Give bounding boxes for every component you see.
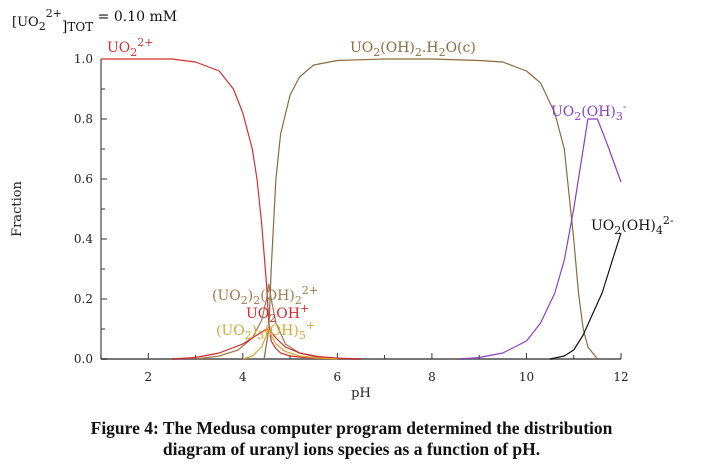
species-label-part: .H — [422, 40, 439, 56]
species-label-part: (OH) — [260, 288, 295, 304]
species-label-part: 2 — [241, 294, 248, 307]
species-label-uo2-oh-2-h2o-c-: UO2(OH)2.H2O(c) — [350, 40, 476, 59]
x-axis-title: pH — [351, 386, 371, 401]
species-label-part: (OH) — [380, 40, 415, 56]
species-label-part: 2 — [574, 110, 581, 123]
series-line-uo2-oh-2-h2o-c- — [263, 58, 598, 360]
species-label-part: (UO — [212, 288, 241, 304]
y-tick-label: 0.6 — [74, 172, 93, 186]
species-label--uo2-2-oh-2-2-: (UO2)2(OH)22+ — [212, 284, 318, 307]
figure-caption: Figure 4: The Medusa computer program de… — [0, 418, 703, 460]
species-labels: UO22+ UO2(OH)2.H2O(c)UO2(OH)3-UO2(OH)42-(… — [107, 36, 674, 342]
species-label-uo2-2-: UO22+ — [107, 36, 154, 59]
caption-line-1: Figure 4: The Medusa computer program de… — [90, 418, 613, 438]
species-label-part: 2 — [373, 46, 380, 59]
series-line-uo2-oh-4-2- — [549, 232, 622, 360]
species-label-part: UO — [246, 306, 269, 322]
species-label-part: + — [300, 302, 309, 315]
concentration-label-part: 2 — [39, 20, 46, 33]
series-line-uo2-2- — [101, 58, 338, 360]
concentration-label-part: [UO — [12, 15, 39, 30]
species-label-part: ) — [248, 288, 253, 304]
species-label-part: 2 — [295, 294, 302, 307]
concentration-annotation: [UO22+]TOT = 0.10 mM — [12, 7, 177, 35]
species-label-part: UO — [107, 40, 130, 56]
species-label-part: ) — [252, 323, 257, 339]
species-label-uo2oh-: UO2OH+ — [246, 302, 309, 325]
species-label-part: 2 — [253, 294, 260, 307]
x-tick-label: 4 — [239, 370, 247, 384]
species-label-part: 5 — [299, 329, 306, 342]
x-tick-label: 10 — [519, 370, 534, 384]
concentration-label-part: = 0.10 mM — [93, 9, 177, 25]
species-label-part: UO — [591, 218, 614, 234]
species-label-part: (OH) — [264, 323, 299, 339]
species-label-part: 2 — [245, 329, 252, 342]
series-lines — [101, 58, 622, 360]
species-label-part: 4 — [656, 224, 663, 237]
species-label-part: 2 — [415, 46, 422, 59]
species-label-uo2-oh-3-: UO2(OH)3- — [551, 100, 627, 123]
x-tick-label: 8 — [428, 370, 436, 384]
species-label-part: OH — [276, 306, 300, 322]
concentration-label: [UO22+]TOT = 0.10 mM — [12, 7, 177, 35]
species-label-part: 3 — [616, 110, 623, 123]
species-label-part: 2 — [130, 46, 137, 59]
y-tick-label: 0.4 — [74, 232, 93, 246]
y-axis-title: Fraction — [10, 180, 25, 236]
distribution-chart: [UO22+]TOT = 0.10 mM 0.00.20.40.60.81.02… — [10, 7, 674, 401]
species-label-part: 2+ — [137, 36, 153, 49]
series-line-uo2-oh-3- — [460, 118, 622, 360]
species-label-part: + — [306, 319, 315, 332]
series-line--uo2-3-oh-5- — [242, 328, 338, 360]
concentration-label-part: TOT — [67, 20, 93, 34]
species-label--uo2-3-oh-5-: (UO2)3(OH)5+ — [216, 319, 315, 342]
concentration-label-part: ] — [62, 19, 67, 35]
species-label-part: UO — [551, 104, 574, 120]
species-label-part: O(c) — [446, 40, 476, 56]
species-label-part: 2 — [269, 312, 276, 325]
caption-line-2: diagram of uranyl ions species as a func… — [162, 439, 541, 459]
species-label-uo2-oh-4-2-: UO2(OH)42- — [591, 214, 674, 237]
y-tick-label: 0.8 — [74, 112, 93, 126]
y-tick-label: 0.2 — [74, 292, 93, 306]
x-tick-label: 6 — [334, 370, 342, 384]
species-label-part: (UO — [216, 323, 245, 339]
species-label-part: (OH) — [581, 104, 616, 120]
species-label-part: UO — [350, 40, 373, 56]
concentration-label-part: 2+ — [46, 7, 62, 20]
species-label-part: (OH) — [621, 218, 656, 234]
species-label-part: 2+ — [302, 284, 318, 297]
x-tick-label: 12 — [613, 370, 628, 384]
species-label-part: 2 — [439, 46, 446, 59]
species-label-part: 3 — [257, 329, 264, 342]
species-label-part: 2 — [614, 224, 621, 237]
species-label-part: - — [623, 100, 627, 113]
y-tick-label: 1.0 — [74, 52, 93, 66]
species-label-part: 2- — [663, 214, 674, 227]
series-line-uo2oh- — [171, 328, 362, 360]
x-tick-label: 2 — [144, 370, 152, 384]
y-tick-label: 0.0 — [74, 352, 93, 366]
axes: 0.0 0.2 0.4 0.6 0.8 1.0 2 4 6 8 10 12 pH Fraction — [10, 52, 629, 401]
